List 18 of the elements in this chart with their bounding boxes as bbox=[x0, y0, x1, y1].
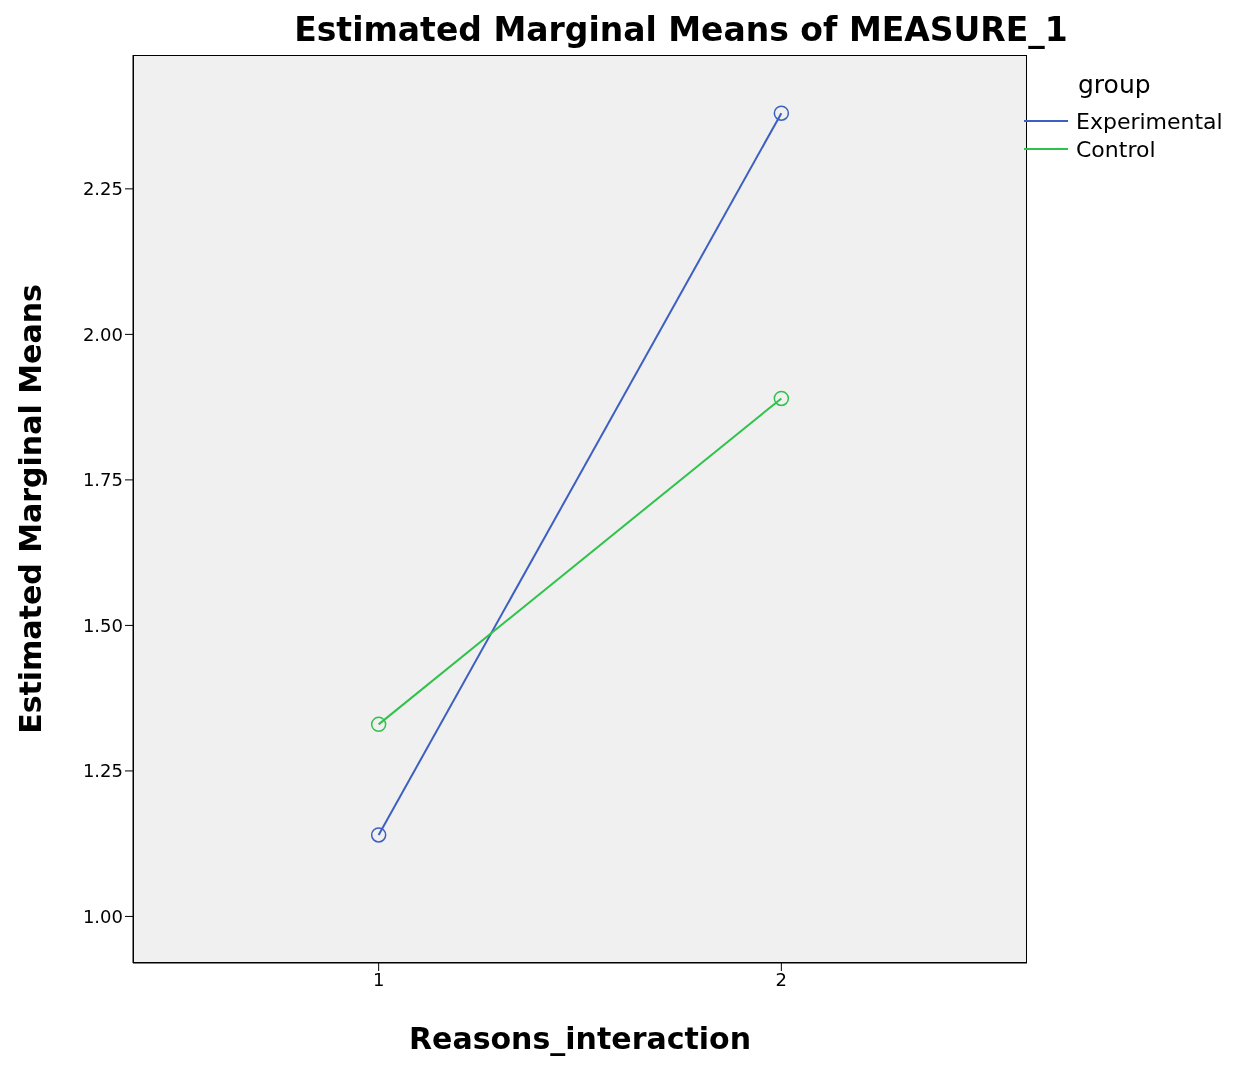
point bbox=[370, 716, 387, 733]
y-tick-label: 2.00 bbox=[82, 323, 123, 345]
y-tick-label: 1.75 bbox=[82, 469, 123, 491]
point bbox=[773, 105, 790, 121]
y-tick-label: 2.25 bbox=[82, 178, 123, 200]
y-tick-label: 1.00 bbox=[82, 905, 123, 927]
chart-title: Estimated Marginal Means of MEASURE_1 bbox=[293, 10, 1069, 49]
x-tick-label: 1 bbox=[372, 968, 385, 990]
legend-label: Control bbox=[1076, 136, 1156, 162]
y-axis-title: Estimated Marginal Means bbox=[12, 284, 48, 734]
x-tick-label: 2 bbox=[775, 968, 788, 990]
y-tick-label: 1.25 bbox=[82, 760, 123, 782]
y-tick-label: 1.50 bbox=[82, 614, 123, 636]
legend-title: group bbox=[1078, 70, 1152, 99]
legend-label: Experimental bbox=[1076, 108, 1223, 134]
x-axis-title: Reasons_interaction bbox=[408, 1021, 752, 1056]
point bbox=[370, 827, 387, 843]
point bbox=[773, 390, 790, 407]
